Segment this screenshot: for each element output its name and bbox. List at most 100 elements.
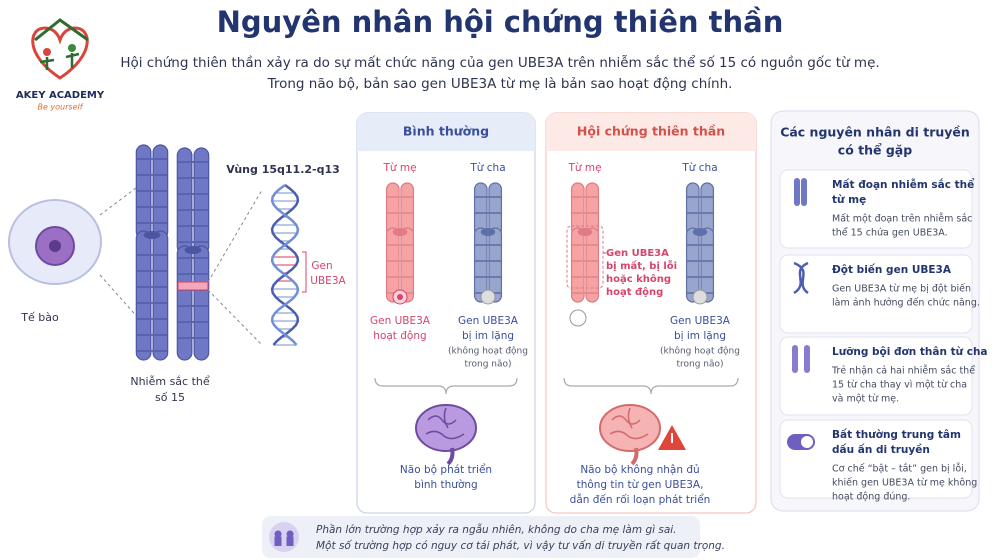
father-label: Từ cha	[681, 162, 717, 174]
mother-gene-label: Gen UBE3A	[370, 315, 431, 327]
cause-title: Bất thường trung tâm	[832, 428, 961, 441]
zoom-line	[207, 189, 263, 346]
cause-text: làm ảnh hưởng đến chức năng.	[832, 298, 980, 309]
brain-label: dẫn đến rối loạn phát triển	[570, 493, 711, 506]
chromatid	[473, 227, 488, 303]
chromatid	[193, 245, 210, 361]
chromatid	[152, 230, 169, 361]
mother-gene-label: hoạt động	[373, 330, 426, 342]
mother-label: Từ mẹ	[567, 162, 601, 174]
icon-chromosome	[801, 178, 807, 206]
missing-gene	[569, 309, 587, 327]
mother-gene-label: hoạt động	[606, 286, 663, 298]
mother-gene-label: bị mất, bị lỗi	[606, 259, 677, 272]
gene-region	[177, 281, 209, 291]
father-gene-note: (không hoạt động	[660, 346, 740, 357]
centromere	[692, 228, 708, 236]
chromatid	[135, 230, 152, 361]
father-gene-label: Gen UBE3A	[670, 315, 731, 327]
brain-label: Não bộ không nhận đủ	[580, 464, 699, 476]
father-gene-label: Gen UBE3A	[458, 315, 519, 327]
brain-label: thông tin từ gen UBE3A,	[577, 479, 704, 491]
cause-text: và một từ mẹ.	[832, 394, 899, 405]
subtitle: Hội chứng thiên thần xảy ra do sự mất ch…	[120, 54, 879, 71]
father-label: Từ cha	[469, 162, 505, 174]
icon-dna	[793, 261, 809, 295]
cause-text: Cơ chế “bật – tắt” gen bị lỗi,	[832, 464, 967, 475]
cause-text: Gen UBE3A từ mẹ bị đột biến	[832, 284, 971, 295]
dna-strand	[270, 184, 300, 346]
dna-strand	[270, 184, 300, 346]
logo-figure	[39, 52, 80, 70]
centromere	[480, 228, 496, 236]
centromere	[577, 228, 593, 236]
footer-icon	[269, 522, 299, 552]
mother-gene-label: hoặc không	[606, 273, 671, 285]
page-title: Nguyên nhân hội chứng thiên thần	[217, 5, 784, 39]
cause-text: Trẻ nhận cả hai nhiễm sắc thể	[831, 366, 975, 377]
gene-label: Gen	[311, 260, 332, 272]
brace	[563, 377, 739, 395]
gene-bracket	[302, 251, 307, 293]
panel-title: Hội chứng thiên thần	[577, 124, 725, 139]
father-gene-label: bị im lặng	[674, 330, 726, 342]
chromatid	[570, 227, 585, 303]
footer-box	[262, 516, 700, 558]
brain-fold	[425, 407, 465, 440]
brace	[374, 377, 518, 395]
chromatid	[488, 227, 503, 303]
silent-gene	[692, 289, 708, 305]
chromatid	[700, 227, 715, 303]
footer-family	[274, 530, 294, 546]
chromosome-label: số 15	[155, 391, 185, 404]
chromatid	[400, 227, 415, 303]
causes-title: có thể gặp	[838, 143, 912, 158]
logo-slogan: Be yourself	[37, 103, 83, 112]
logo-figure	[43, 48, 51, 56]
chromatid	[176, 147, 193, 255]
mother-label: Từ mẹ	[382, 162, 416, 174]
logo-roof	[34, 18, 89, 42]
cause-card	[779, 254, 973, 334]
centromere	[184, 246, 202, 254]
cause-title: dấu ấn di truyền	[832, 443, 930, 456]
zoom-line	[99, 184, 141, 321]
cause-title: từ mẹ	[832, 194, 866, 206]
logo-box	[10, 8, 110, 118]
panel-title: Bình thường	[403, 124, 489, 139]
causes-title: Các nguyên nhân di truyền	[780, 125, 970, 140]
subtitle: Trong não bộ, bản sao gen UBE3A từ mẹ là…	[267, 76, 733, 92]
father-gene-note: (không hoạt động	[448, 346, 528, 357]
brain-label: Não bộ phát triển	[400, 463, 492, 476]
gene-label: UBE3A	[310, 275, 346, 287]
cause-card	[779, 169, 973, 249]
cause-card	[779, 336, 973, 416]
silent-gene	[480, 289, 496, 305]
icon-chromosome	[792, 345, 798, 373]
icon-chromosome	[804, 345, 810, 373]
brain-fold	[609, 407, 649, 440]
chromosome-label: Nhiễm sắc thể	[130, 375, 210, 388]
brain	[415, 404, 477, 452]
cell-label: Tế bào	[20, 311, 59, 324]
chromatid	[176, 245, 193, 361]
logo-name: AKEY ACADEMY	[16, 90, 105, 101]
nucleolus	[49, 240, 61, 252]
missing-region	[566, 225, 604, 289]
chromatid	[585, 227, 600, 303]
cause-title: Đột biến gen UBE3A	[832, 263, 952, 276]
footer-text: Một số trường hợp có nguy cơ tái phát, v…	[316, 540, 725, 552]
panel-header	[357, 113, 535, 151]
brain-stem	[630, 447, 639, 466]
father-gene-note: trong não)	[676, 360, 723, 370]
chromatid	[193, 147, 210, 255]
cause-text: hoạt động đúng.	[832, 492, 910, 503]
centromere	[392, 228, 408, 236]
brain	[599, 404, 661, 452]
logo-figure	[68, 44, 76, 52]
father-gene-note: trong não)	[464, 360, 511, 370]
icon-toggle-knob	[801, 436, 813, 448]
cause-card	[779, 419, 973, 499]
